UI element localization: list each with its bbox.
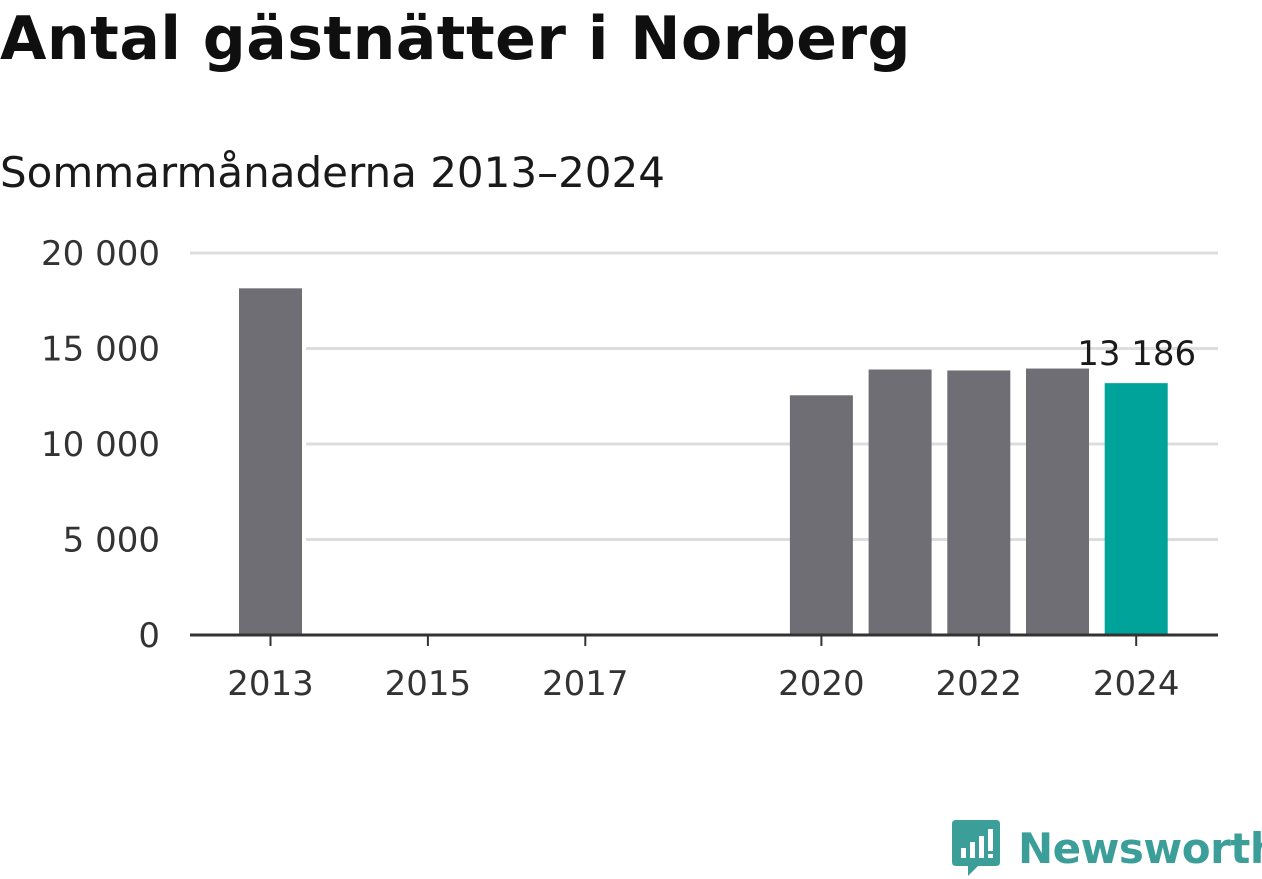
bar bbox=[947, 370, 1011, 635]
data-labels: 13 186 bbox=[1077, 334, 1196, 374]
x-tick-label: 2020 bbox=[778, 664, 865, 704]
x-tick-label: 2024 bbox=[1093, 664, 1180, 704]
bar bbox=[1104, 383, 1168, 635]
x-tick-label: 2015 bbox=[385, 664, 472, 704]
brand-name: Newsworthy bbox=[1018, 823, 1262, 873]
bar bbox=[789, 395, 853, 635]
x-tick-label: 2017 bbox=[542, 664, 629, 704]
bars bbox=[239, 288, 1168, 635]
bar-value-label: 13 186 bbox=[1077, 334, 1196, 374]
y-tick-label: 15 000 bbox=[41, 330, 160, 370]
y-tick-label: 0 bbox=[138, 616, 160, 656]
y-tick-label: 20 000 bbox=[41, 234, 160, 274]
bar bbox=[239, 288, 302, 635]
y-axis-ticks: 0 5 000 10 000 15 000 20 000 bbox=[41, 234, 160, 656]
y-tick-label: 10 000 bbox=[41, 425, 160, 465]
newsworthy-logo-icon bbox=[952, 820, 1000, 876]
x-tick-label: 2022 bbox=[936, 664, 1023, 704]
bar bbox=[1026, 368, 1089, 635]
newsworthy-logo: Newsworthy bbox=[950, 818, 1262, 878]
y-tick-label: 5 000 bbox=[63, 521, 160, 561]
chart-title: Antal gästnätter i Norberg bbox=[0, 4, 912, 74]
bar bbox=[868, 369, 932, 635]
chart-subtitle: Sommarmånaderna 2013–2024 bbox=[0, 148, 665, 197]
x-tick-label: 2013 bbox=[227, 664, 314, 704]
x-axis-ticks: 2013 2015 2017 2020 2022 2024 bbox=[227, 635, 1179, 704]
